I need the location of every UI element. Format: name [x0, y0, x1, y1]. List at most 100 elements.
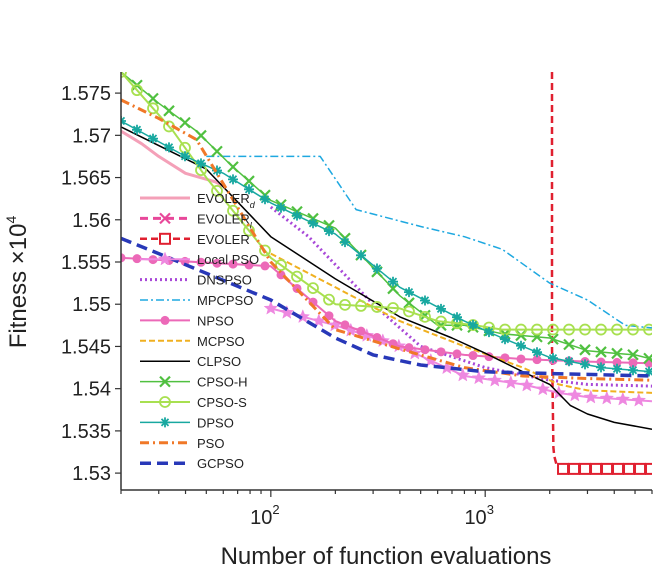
data-point [196, 158, 206, 169]
series-line [121, 72, 652, 331]
data-point [419, 310, 431, 323]
data-point [195, 129, 207, 142]
data-point [121, 253, 126, 263]
series-line [206, 155, 652, 329]
series-dnspso [269, 205, 652, 388]
data-point [244, 184, 254, 195]
data-point [599, 390, 615, 405]
data-point [468, 351, 478, 361]
data-point [580, 359, 590, 370]
data-point [452, 312, 462, 323]
legend-item: PSO [140, 436, 224, 451]
data-point [531, 323, 543, 336]
data-point [227, 204, 239, 217]
y-axis-title: Fitness ×104 [3, 216, 32, 349]
legend-item: CPSO-S [140, 395, 247, 410]
data-point [612, 357, 622, 367]
data-point [387, 302, 399, 314]
data-point [615, 391, 631, 406]
legend-label: EVOLERd [197, 191, 256, 210]
data-point [515, 323, 527, 336]
y-tick-label: 1.575 [61, 83, 111, 105]
data-point [211, 184, 223, 197]
data-point [324, 311, 334, 321]
legend-label: EVOLER [197, 232, 250, 247]
data-point [388, 339, 398, 349]
legend-item: Local PSO [140, 251, 259, 267]
data-point [211, 145, 223, 158]
data-point [634, 462, 647, 475]
data-point [611, 323, 623, 336]
series-mpcpso [206, 155, 652, 329]
data-point [159, 375, 171, 388]
series-line [121, 98, 652, 382]
data-point [548, 353, 558, 364]
data-point [631, 392, 647, 407]
legend-item: EVOLER [140, 232, 250, 247]
legend-item: DPSO [140, 415, 234, 430]
series-clpso [121, 126, 652, 430]
series-line [269, 205, 652, 388]
data-point [645, 462, 652, 475]
y-tick-label: 1.565 [61, 168, 111, 190]
legend-item: EVOLERd [140, 191, 256, 210]
data-point [628, 358, 638, 368]
legend-label: DNSPSO [197, 273, 252, 288]
data-point [436, 347, 446, 357]
legend-label: EVOLERl [197, 211, 253, 230]
series-evoler [550, 72, 652, 475]
legend-label: GCPSO [197, 456, 244, 471]
data-point [307, 282, 319, 295]
series-cpso-s [121, 72, 652, 336]
data-point [372, 332, 382, 342]
data-point [567, 387, 583, 402]
data-point [291, 270, 303, 283]
data-point [132, 254, 142, 264]
data-point [516, 354, 526, 364]
legend-item: EVOLERl [140, 211, 253, 230]
data-point [519, 377, 535, 392]
data-point [243, 175, 255, 187]
data-point [228, 174, 238, 185]
series-pso [121, 98, 652, 382]
data-point [164, 142, 174, 153]
data-point [516, 340, 526, 351]
data-point [159, 232, 171, 245]
data-point [532, 355, 542, 365]
data-point [339, 298, 351, 311]
data-point [227, 161, 239, 173]
data-point [590, 462, 603, 475]
data-point [279, 304, 295, 319]
data-point [180, 151, 190, 162]
data-point [644, 366, 652, 377]
y-tick-label: 1.555 [61, 252, 111, 274]
data-point [547, 323, 559, 336]
legend-item: CPSO-H [140, 375, 248, 390]
data-point [623, 462, 636, 475]
data-point [557, 462, 570, 475]
legend-label: DPSO [197, 415, 234, 430]
data-point [563, 323, 575, 336]
data-point [452, 349, 462, 359]
data-point [356, 326, 366, 336]
legend-label: CLPSO [197, 354, 241, 369]
x-tick-label: 103 [464, 502, 493, 529]
data-point [148, 133, 158, 144]
data-point [260, 194, 270, 205]
data-point [487, 372, 503, 387]
data-point [147, 102, 159, 115]
data-point [564, 356, 574, 367]
legend-label: Local PSO [197, 252, 259, 267]
data-point [420, 345, 430, 355]
data-point [579, 323, 591, 336]
data-point [595, 323, 607, 336]
y-tick-label: 1.545 [61, 336, 111, 358]
legend-item: MCPSO [140, 334, 245, 349]
data-point [179, 116, 191, 129]
data-point [356, 250, 366, 261]
series-gcpso [121, 236, 652, 378]
data-point [147, 92, 159, 105]
data-point [535, 381, 551, 396]
data-point [371, 301, 383, 313]
